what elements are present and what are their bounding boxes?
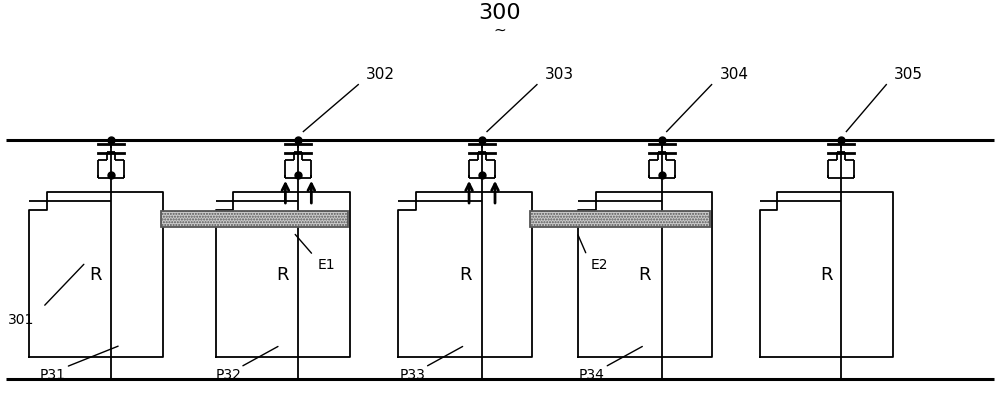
Bar (530, 211, 710, 227)
Text: E1: E1 (318, 258, 335, 272)
Polygon shape (29, 192, 163, 357)
Polygon shape (578, 192, 712, 357)
Text: R: R (820, 266, 833, 284)
Text: E2: E2 (591, 258, 609, 272)
Polygon shape (760, 192, 893, 357)
Text: P33: P33 (399, 368, 425, 382)
Text: P32: P32 (216, 368, 241, 382)
Text: R: R (638, 266, 651, 284)
Text: ∼: ∼ (494, 22, 506, 37)
Polygon shape (216, 192, 350, 357)
Text: P31: P31 (40, 368, 66, 382)
Text: 300: 300 (479, 3, 521, 23)
Text: 303: 303 (545, 67, 574, 82)
Text: R: R (459, 266, 471, 284)
Text: R: R (277, 266, 289, 284)
Text: 304: 304 (720, 67, 749, 82)
Polygon shape (398, 192, 532, 357)
Text: 301: 301 (8, 313, 34, 327)
Text: 302: 302 (366, 67, 395, 82)
Text: R: R (89, 266, 102, 284)
Text: 305: 305 (894, 67, 923, 82)
Text: P34: P34 (579, 368, 605, 382)
Bar (161, 211, 348, 227)
